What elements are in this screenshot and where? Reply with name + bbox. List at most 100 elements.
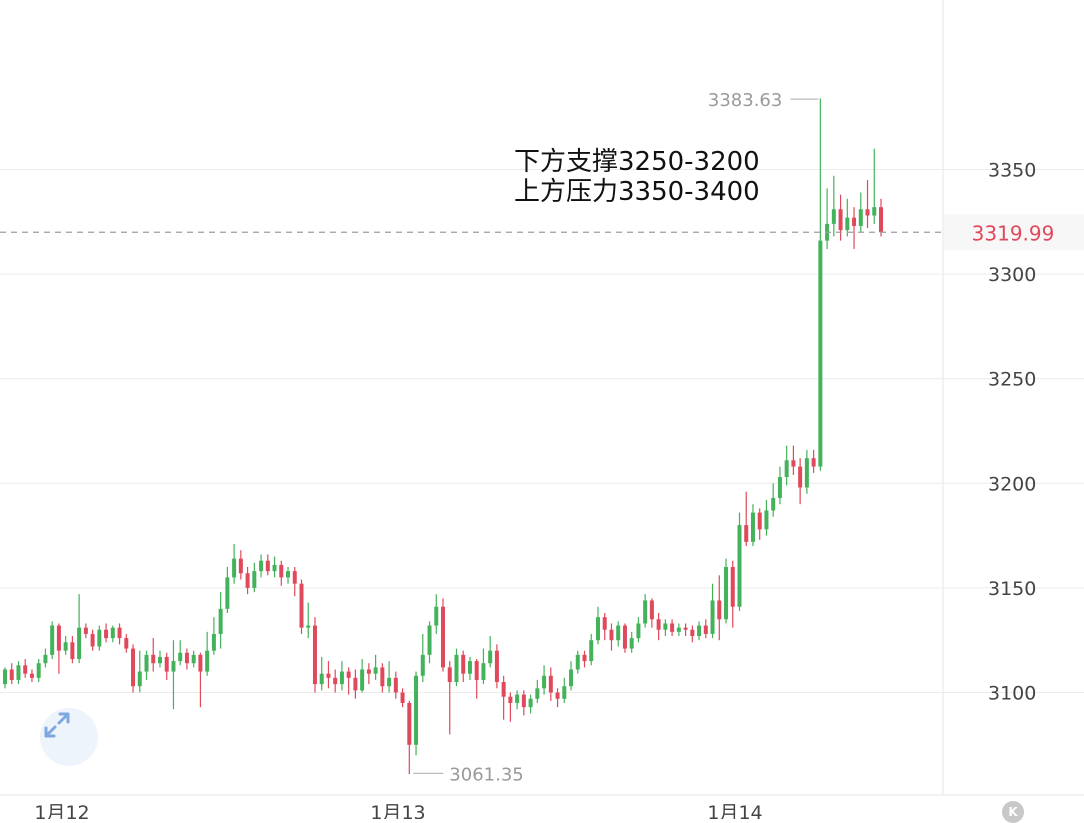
candle-body [420, 654, 425, 676]
candle-body [97, 629, 102, 647]
candle-body [184, 652, 189, 664]
candle-body [656, 619, 661, 630]
candle-body [461, 654, 466, 674]
candle-body [724, 566, 729, 620]
candle-body [198, 654, 203, 672]
candle-body [858, 209, 863, 226]
candle-body [238, 558, 243, 574]
candle-body [494, 650, 499, 683]
candle-body [730, 566, 735, 607]
candle-body [225, 577, 230, 609]
candle-body [670, 623, 675, 632]
candle-body [589, 640, 594, 662]
candle-body [9, 669, 14, 680]
candle-body [205, 650, 210, 672]
candle-body [387, 677, 392, 687]
expand-button[interactable] [40, 708, 98, 766]
candle-body [232, 558, 237, 578]
candle-body [77, 627, 82, 660]
candle-body [211, 633, 216, 651]
candle-body [852, 217, 857, 226]
candle-body [346, 671, 351, 678]
candle-body [36, 663, 41, 678]
candle-body [366, 669, 371, 674]
candle-body [400, 692, 405, 703]
candle-body [333, 677, 338, 685]
candle-body [286, 571, 291, 578]
candle-body [23, 665, 28, 674]
candle-body [609, 629, 614, 641]
candle-body [218, 608, 223, 634]
candle-body [151, 654, 156, 664]
candle-body [279, 564, 284, 578]
candle-body [501, 682, 506, 697]
candle-body [481, 663, 486, 680]
candle-body [777, 477, 782, 498]
candle-body [757, 512, 762, 530]
candle-body [542, 675, 547, 689]
candle-body [865, 209, 870, 216]
candle-body [90, 633, 95, 647]
candle-body [831, 209, 836, 224]
candle-body [569, 669, 574, 687]
candle-body [157, 656, 162, 664]
candle-body [602, 617, 607, 630]
candle-body [191, 654, 196, 664]
candle-body [407, 702, 412, 745]
candle-body [319, 673, 324, 685]
x-tick-label: 1月13 [370, 802, 425, 819]
candle-body [117, 627, 122, 639]
candle-body [784, 460, 789, 478]
candle-body [454, 654, 459, 683]
candle-body [245, 573, 250, 588]
candle-body [306, 625, 311, 628]
last-price-label: 3319.99 [972, 221, 1055, 245]
candle-body [467, 661, 472, 674]
y-tick-label: 3100 [988, 683, 1036, 705]
max-price-label: 3383.63 [708, 90, 782, 111]
candle-body [845, 217, 850, 231]
overlays: 3319.99 3383.63 3061.35 [0, 90, 1084, 785]
candle-body [63, 642, 68, 651]
candle-body [643, 600, 648, 624]
candle-body [259, 560, 264, 572]
candle-body [144, 654, 149, 672]
candle-body [50, 625, 55, 655]
candle-body [629, 638, 634, 649]
candle-body [265, 560, 270, 572]
candle-body [43, 654, 48, 664]
candle-body [434, 606, 439, 626]
candle-body [508, 696, 513, 703]
candle-body [373, 667, 378, 674]
candle-body [252, 571, 257, 588]
candles [3, 98, 883, 775]
candle-body [703, 625, 708, 634]
k-line-toggle-icon[interactable]: K [1002, 801, 1024, 823]
candle-body [312, 625, 317, 685]
y-tick-label: 3150 [988, 578, 1036, 600]
candle-body [299, 583, 304, 628]
candle-body [16, 665, 21, 680]
candle-body [555, 692, 560, 699]
last-price-box [944, 214, 1084, 251]
candle-body [178, 652, 183, 662]
candle-body [811, 458, 816, 467]
x-tick-label: 1月14 [707, 802, 762, 819]
candle-body [744, 525, 749, 542]
y-tick-label: 3200 [988, 473, 1036, 495]
candle-body [137, 671, 142, 687]
candle-body [717, 600, 722, 620]
candle-body [798, 466, 803, 488]
candle-body [528, 698, 533, 708]
annotation-support: 下方支撑3250-3200 [514, 147, 760, 177]
candle-body [353, 677, 358, 691]
y-tick-label: 3250 [988, 369, 1036, 391]
candle-body [879, 207, 883, 233]
candle-body [110, 627, 115, 639]
candle-body [447, 667, 452, 683]
candle-body [70, 642, 75, 660]
candle-body [872, 207, 877, 216]
